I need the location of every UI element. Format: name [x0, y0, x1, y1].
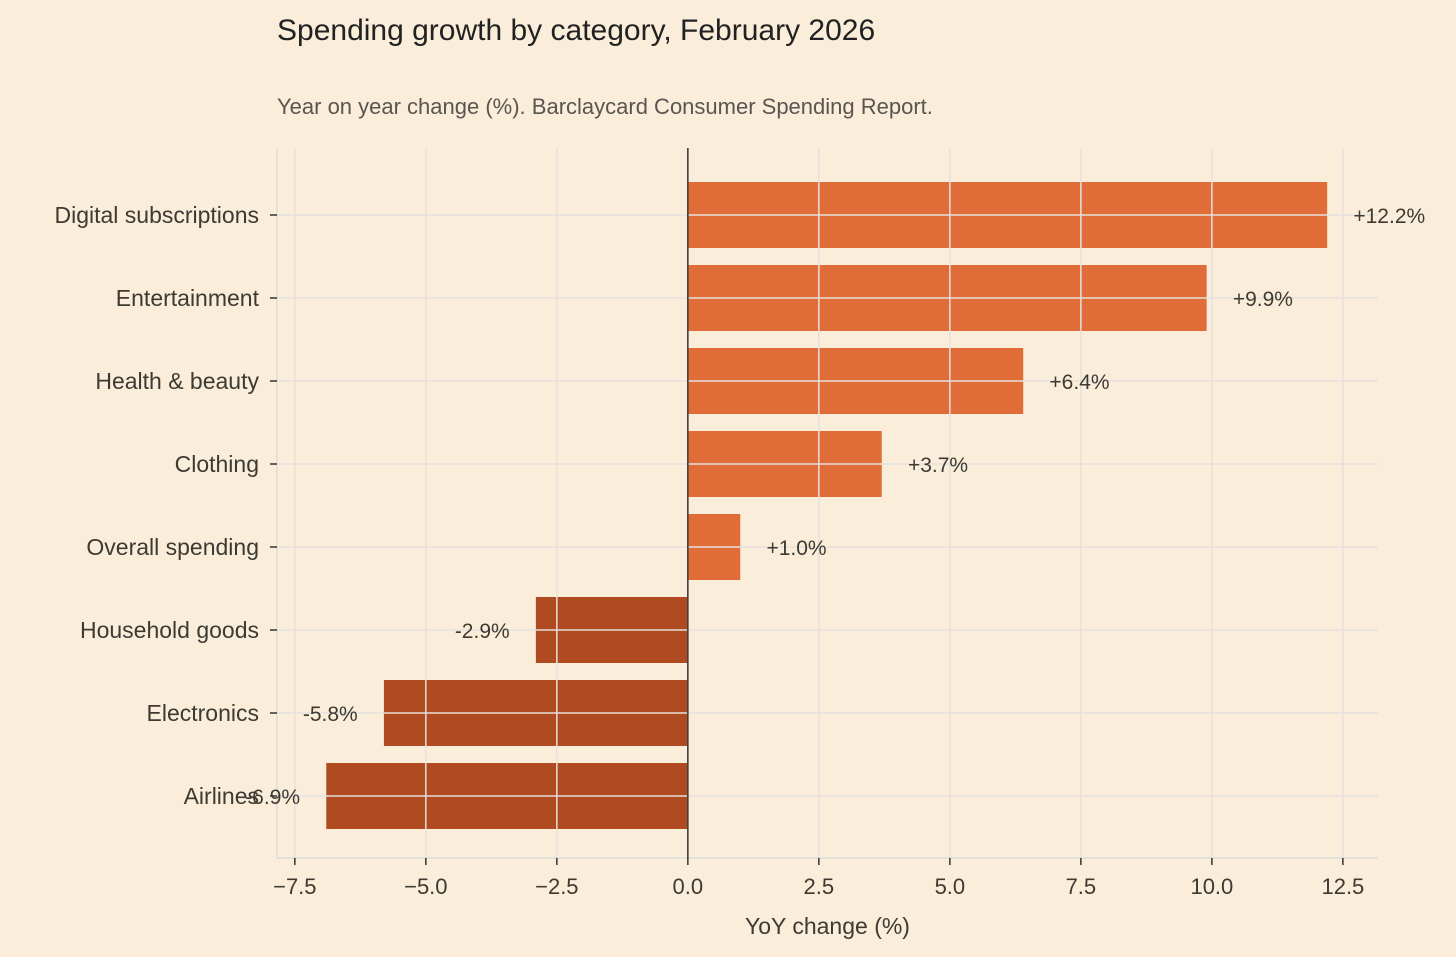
x-tick-label: 2.5	[804, 874, 835, 899]
x-tick-label: 7.5	[1066, 874, 1097, 899]
chart-title: Spending growth by category, February 20…	[277, 14, 876, 47]
y-tick-label: Overall spending	[86, 534, 259, 560]
x-axis-label: YoY change (%)	[745, 913, 910, 939]
data-label: +12.2%	[1353, 205, 1425, 228]
x-tick-label: 5.0	[935, 874, 966, 899]
chart-subtitle: Year on year change (%). Barclaycard Con…	[277, 94, 933, 119]
x-tick-label: 12.5	[1321, 874, 1364, 899]
data-label: +3.7%	[908, 454, 968, 477]
x-tick-label: 0.0	[673, 874, 704, 899]
x-tick-label: 10.0	[1190, 874, 1233, 899]
y-tick-label: Entertainment	[116, 285, 260, 311]
data-label: -6.9%	[245, 786, 300, 809]
y-tick-label: Airlines	[184, 783, 259, 809]
y-tick-label: Household goods	[80, 617, 259, 643]
x-tick-label: −7.5	[273, 874, 316, 899]
data-label: -2.9%	[455, 620, 510, 643]
y-tick-label: Health & beauty	[95, 368, 259, 394]
y-tick-label: Digital subscriptions	[54, 202, 259, 228]
data-label: +1.0%	[766, 537, 826, 560]
data-label: +6.4%	[1049, 371, 1109, 394]
data-label: +9.9%	[1233, 288, 1293, 311]
data-label: -5.8%	[303, 703, 358, 726]
x-tick-label: −5.0	[404, 874, 447, 899]
y-tick-label: Clothing	[175, 451, 259, 477]
y-tick-label: Electronics	[147, 700, 259, 726]
x-tick-label: −2.5	[535, 874, 578, 899]
